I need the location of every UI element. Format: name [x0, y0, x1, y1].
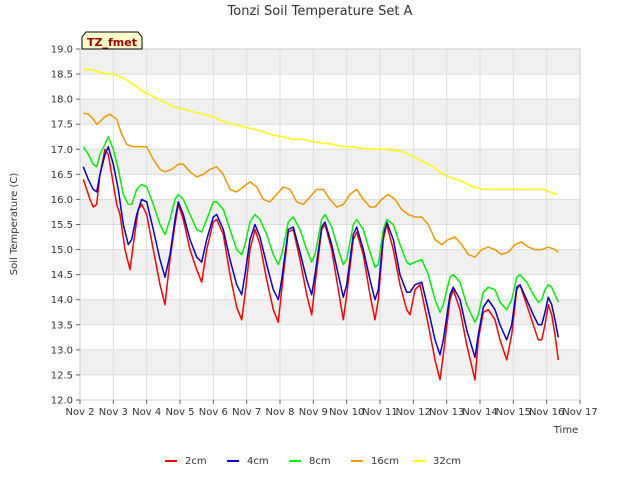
legend-item-8cm: 8cm: [289, 456, 331, 467]
series-lines: [82, 68, 560, 381]
x-axis-ticks: Nov 2 Nov 3 Nov 4 Nov 5 Nov 6 Nov 7 Nov 8 Nov 9…: [65, 400, 598, 418]
legend: 2cm 4cm 8cm 16cm 32cm: [165, 456, 461, 467]
x-tick-label: Nov 16: [529, 407, 564, 418]
plot-band: [80, 49, 580, 75]
legend-item-4cm: 4cm: [227, 456, 269, 467]
y-tick-label: 14.5: [51, 270, 73, 281]
x-tick-label: Nov 11: [362, 407, 397, 418]
y-tick-label: 13.5: [51, 320, 73, 331]
legend-label: 16cm: [371, 456, 399, 467]
plot-band: [80, 299, 580, 325]
y-axis-ticks: 12.0 12.5 13.0 13.5 14.0 14.5 15.0 15.5 16.0 16.5…: [51, 45, 80, 407]
legend-label: 2cm: [185, 456, 207, 467]
plot-band: [80, 199, 580, 225]
y-tick-label: 15.0: [51, 245, 73, 256]
y-tick-label: 18.5: [51, 70, 73, 81]
x-tick-label: Nov 9: [299, 407, 328, 418]
y-tick-label: 17.5: [51, 120, 73, 131]
series-line-16cm: [83, 112, 559, 258]
legend-item-16cm: 16cm: [351, 456, 399, 467]
x-axis-label: Time: [553, 425, 578, 436]
x-tick-label: Nov 4: [132, 407, 161, 418]
plot-band: [80, 99, 580, 125]
chart-title: Tonzi Soil Temperature Set A: [227, 4, 413, 19]
y-tick-label: 16.5: [51, 170, 73, 181]
y-tick-label: 17.0: [51, 145, 73, 156]
y-tick-label: 13.0: [51, 345, 73, 356]
x-tick-label: Nov 2: [65, 407, 94, 418]
legend-label: 4cm: [247, 456, 269, 467]
legend-label: 32cm: [433, 456, 461, 467]
annotation-label: TZ_fmet: [87, 36, 137, 49]
legend-item-2cm: 2cm: [165, 456, 207, 467]
x-tick-label: Nov 10: [329, 407, 364, 418]
x-tick-label: Nov 14: [462, 407, 497, 418]
y-axis-label: Soil Temperature (C): [9, 173, 20, 276]
station-annotation: TZ_fmet: [81, 31, 143, 50]
series-line-2cm: [82, 148, 560, 381]
x-tick-label: Nov 5: [165, 407, 194, 418]
y-tick-label: 12.5: [51, 370, 73, 381]
grid-lines: [79, 48, 581, 401]
x-tick-label: Nov 12: [396, 407, 431, 418]
y-tick-label: 14.0: [51, 295, 73, 306]
y-tick-label: 16.0: [51, 195, 73, 206]
x-tick-label: Nov 6: [199, 407, 228, 418]
x-tick-label: Nov 17: [562, 407, 597, 418]
legend-item-32cm: 32cm: [413, 456, 461, 467]
x-tick-label: Nov 13: [429, 407, 464, 418]
x-tick-label: Nov 15: [496, 407, 531, 418]
y-tick-label: 15.5: [51, 220, 73, 231]
y-tick-label: 12.0: [51, 396, 73, 407]
series-line-4cm: [82, 146, 560, 359]
x-tick-label: Nov 8: [265, 407, 294, 418]
y-tick-label: 19.0: [51, 45, 73, 56]
x-tick-label: Nov 7: [232, 407, 261, 418]
x-tick-label: Nov 3: [99, 407, 128, 418]
series-line-32cm: [83, 68, 557, 196]
annotation-box: [81, 31, 143, 50]
series-line-8cm: [82, 136, 559, 324]
legend-label: 8cm: [309, 456, 331, 467]
plot-band: [80, 349, 580, 375]
y-tick-label: 18.0: [51, 95, 73, 106]
